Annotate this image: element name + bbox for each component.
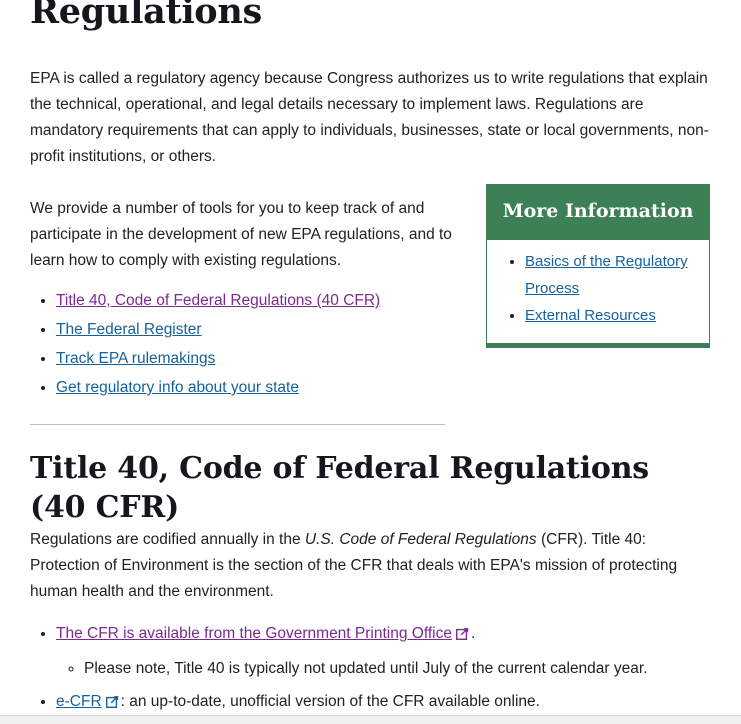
list-item: Get regulatory info about your state bbox=[56, 373, 486, 402]
cfr-item-trailing-text: . bbox=[470, 625, 476, 642]
more-information-box: More Information Basics of the Regulator… bbox=[486, 184, 710, 348]
page-title: Regulations bbox=[30, 0, 262, 32]
more-information-heading: More Information bbox=[487, 185, 709, 240]
tools-link-list: Title 40, Code of Federal Regulations (4… bbox=[30, 286, 486, 402]
tools-section: We provide a number of tools for you to … bbox=[30, 196, 460, 402]
link-ecfr[interactable]: e-CFR bbox=[56, 693, 102, 710]
list-item: The Federal Register bbox=[56, 315, 486, 344]
link-federal-register[interactable]: The Federal Register bbox=[56, 321, 202, 338]
cfr-intro-paragraph: Regulations are codified annually in the… bbox=[30, 527, 711, 605]
ecfr-item-trailing-text: : an up-to-date, unofficial version of t… bbox=[120, 693, 540, 710]
cfr-section-heading: Title 40, Code of Federal Regulations (4… bbox=[30, 451, 649, 525]
cfr-intro-text-after: (CFR). Title 40: Protection of Environme… bbox=[30, 531, 678, 600]
tools-paragraph: We provide a number of tools for you to … bbox=[30, 200, 452, 269]
link-title-40-cfr[interactable]: Title 40, Code of Federal Regulations (4… bbox=[56, 292, 381, 309]
cfr-sub-list: Please note, Title 40 is typically not u… bbox=[56, 655, 711, 683]
page-bottom-edge bbox=[0, 715, 741, 724]
section-divider-wrap bbox=[30, 402, 711, 449]
list-item: e-CFR : an up-to-date, unofficial version… bbox=[56, 687, 711, 717]
link-track-epa-rulemakings[interactable]: Track EPA rulemakings bbox=[56, 350, 216, 367]
list-item: Track EPA rulemakings bbox=[56, 344, 486, 373]
link-state-regulatory-info[interactable]: Get regulatory info about your state bbox=[56, 379, 299, 396]
external-link-icon bbox=[105, 695, 119, 708]
link-cfr-government-printing-office[interactable]: The CFR is available from the Government… bbox=[56, 625, 452, 642]
cfr-intro-text-before: Regulations are codified annually in the bbox=[30, 531, 305, 548]
list-item: The CFR is available from the Government… bbox=[56, 619, 711, 683]
list-item: Title 40, Code of Federal Regulations (4… bbox=[56, 286, 486, 315]
cfr-intro-italic-title: U.S. Code of Federal Regulations bbox=[304, 531, 537, 548]
link-external-resources[interactable]: External Resources bbox=[525, 307, 656, 324]
more-information-link-list: Basics of the Regulatory Process Externa… bbox=[497, 248, 699, 329]
external-link-icon bbox=[455, 627, 469, 640]
list-item: Basics of the Regulatory Process bbox=[525, 248, 699, 302]
cfr-link-list: The CFR is available from the Government… bbox=[30, 619, 711, 717]
list-item: External Resources bbox=[525, 302, 699, 329]
intro-paragraph: EPA is called a regulatory agency becaus… bbox=[30, 70, 709, 165]
intro-section: EPA is called a regulatory agency becaus… bbox=[30, 66, 711, 170]
list-item: Please note, Title 40 is typically not u… bbox=[84, 655, 711, 683]
section-divider bbox=[30, 424, 445, 425]
more-information-body: Basics of the Regulatory Process Externa… bbox=[487, 240, 709, 343]
link-basics-regulatory-process[interactable]: Basics of the Regulatory Process bbox=[525, 253, 688, 297]
